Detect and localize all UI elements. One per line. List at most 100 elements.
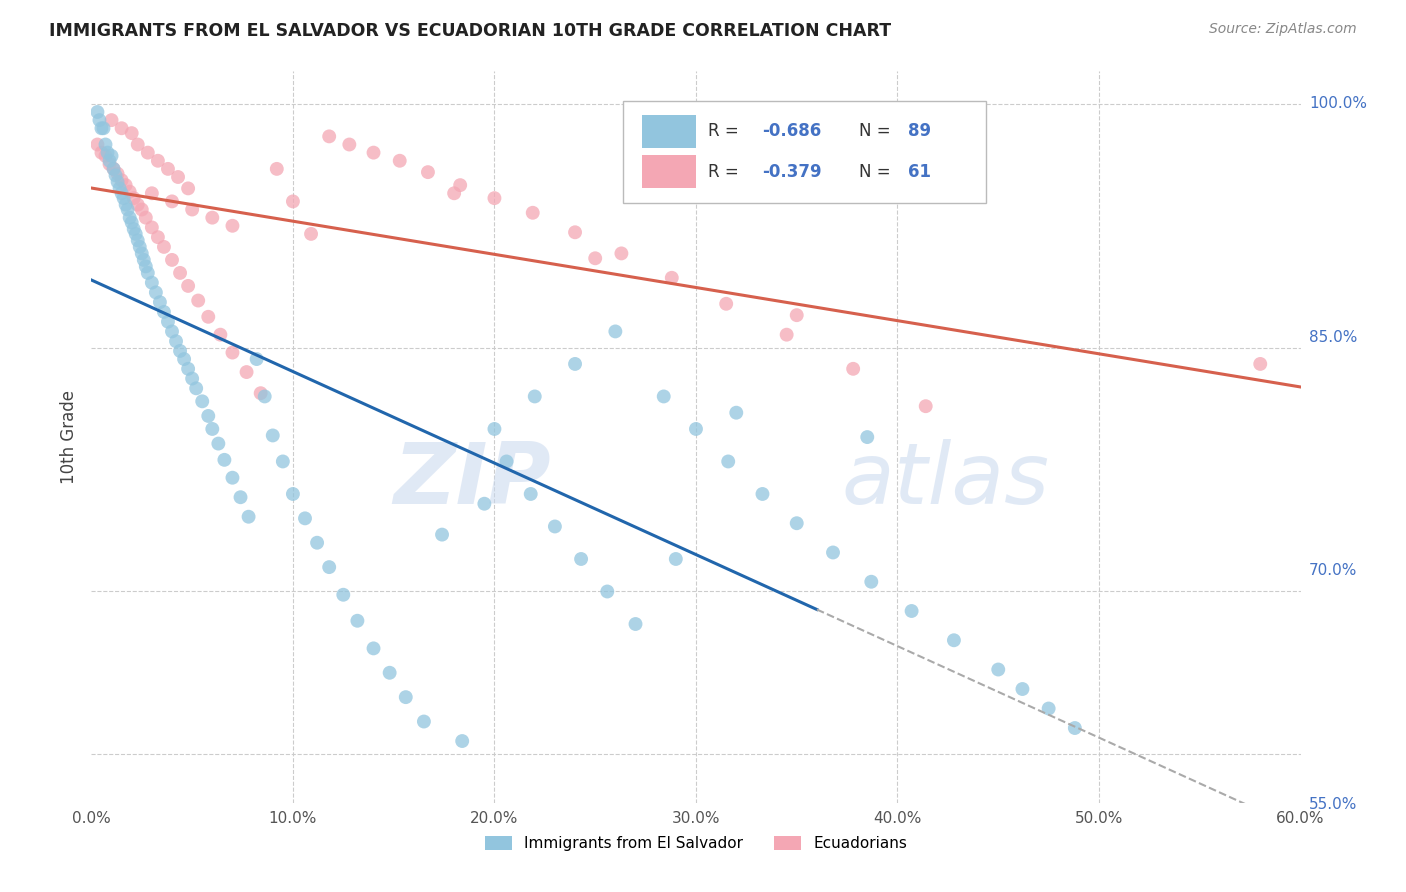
- Point: [141, 220, 163, 235]
- Point: [118, 211, 141, 225]
- Point: [173, 352, 195, 367]
- Point: [665, 552, 688, 566]
- Point: [238, 509, 260, 524]
- Point: [751, 487, 773, 501]
- Point: [197, 409, 219, 423]
- Point: [786, 308, 808, 322]
- Point: [221, 219, 243, 233]
- Point: [117, 202, 139, 217]
- Point: [107, 175, 129, 189]
- Point: [484, 191, 506, 205]
- Point: [235, 365, 257, 379]
- Point: [430, 527, 453, 541]
- Point: [160, 252, 183, 267]
- Point: [94, 137, 117, 152]
- Point: [583, 252, 606, 266]
- Point: [337, 137, 360, 152]
- Point: [318, 129, 340, 144]
- Point: [127, 234, 149, 248]
- Text: R =: R =: [709, 162, 744, 180]
- Point: [221, 471, 243, 485]
- Text: -0.379: -0.379: [762, 162, 823, 180]
- Point: [156, 161, 179, 176]
- Text: N =: N =: [859, 122, 896, 140]
- Point: [127, 197, 149, 211]
- Point: [177, 361, 200, 376]
- Text: N =: N =: [859, 162, 896, 180]
- Point: [121, 215, 143, 229]
- Point: [363, 641, 385, 656]
- Point: [177, 181, 200, 195]
- Text: ZIP: ZIP: [394, 440, 551, 523]
- Point: [131, 202, 153, 217]
- Point: [1011, 681, 1033, 696]
- Point: [156, 315, 179, 329]
- Point: [94, 149, 117, 163]
- Point: [127, 137, 149, 152]
- Point: [523, 389, 546, 403]
- Point: [685, 422, 707, 436]
- Point: [107, 167, 129, 181]
- Point: [495, 454, 517, 468]
- Point: [186, 381, 208, 395]
- Point: [281, 487, 304, 501]
- Point: [111, 173, 132, 187]
- Text: -0.686: -0.686: [762, 122, 821, 140]
- Point: [900, 604, 922, 618]
- Point: [1063, 721, 1085, 735]
- Point: [214, 453, 236, 467]
- Text: R =: R =: [709, 122, 744, 140]
- Point: [253, 389, 276, 403]
- Point: [564, 225, 586, 239]
- Point: [153, 305, 176, 319]
- Point: [135, 260, 157, 274]
- Point: [661, 270, 683, 285]
- Point: [717, 454, 740, 468]
- Point: [842, 361, 865, 376]
- Point: [111, 186, 132, 201]
- Point: [128, 240, 150, 254]
- Point: [714, 297, 737, 311]
- Text: IMMIGRANTS FROM EL SALVADOR VS ECUADORIAN 10TH GRADE CORRELATION CHART: IMMIGRANTS FROM EL SALVADOR VS ECUADORIA…: [49, 22, 891, 40]
- Point: [249, 386, 271, 401]
- Point: [89, 113, 111, 128]
- Point: [856, 430, 879, 444]
- Point: [262, 428, 284, 442]
- Point: [395, 690, 418, 705]
- Point: [472, 497, 495, 511]
- Point: [484, 422, 506, 436]
- Point: [221, 345, 243, 359]
- Point: [564, 357, 586, 371]
- Point: [451, 734, 474, 748]
- Point: [98, 157, 121, 171]
- Point: [1249, 357, 1271, 371]
- Point: [271, 454, 294, 468]
- Point: [177, 279, 200, 293]
- Point: [118, 185, 141, 199]
- Point: [914, 399, 936, 413]
- Point: [149, 295, 172, 310]
- Point: [786, 516, 808, 531]
- Point: [146, 230, 169, 244]
- Point: [167, 169, 190, 184]
- Point: [610, 246, 633, 260]
- Point: [131, 246, 153, 260]
- Point: [281, 194, 304, 209]
- Point: [100, 113, 122, 128]
- Point: [942, 633, 965, 648]
- Point: [519, 487, 541, 501]
- Point: [1038, 701, 1060, 715]
- Point: [181, 371, 204, 385]
- Point: [197, 310, 219, 324]
- Point: [103, 161, 125, 176]
- Point: [294, 511, 316, 525]
- Point: [181, 202, 204, 217]
- Text: atlas: atlas: [841, 440, 1049, 523]
- Point: [860, 574, 883, 589]
- Point: [201, 211, 224, 225]
- Point: [136, 266, 159, 280]
- Point: [90, 145, 112, 160]
- Point: [207, 436, 229, 450]
- Point: [160, 194, 183, 209]
- Point: [160, 325, 183, 339]
